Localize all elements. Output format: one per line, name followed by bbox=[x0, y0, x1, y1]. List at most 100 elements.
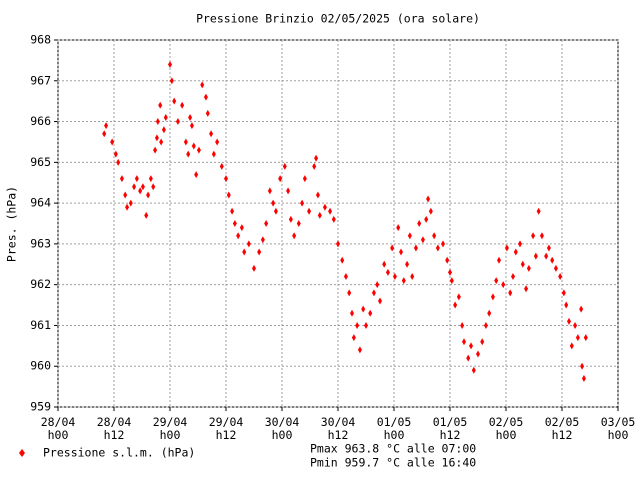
data-point bbox=[428, 207, 433, 215]
data-point bbox=[378, 297, 382, 305]
data-point bbox=[183, 138, 188, 146]
data-point bbox=[553, 264, 558, 272]
y-tick-label: 968 bbox=[30, 33, 51, 47]
x-tick-label-line: 02/05 bbox=[545, 415, 580, 429]
x-tick-label: 30/04 h00 bbox=[265, 415, 300, 442]
data-point bbox=[273, 207, 278, 215]
data-point bbox=[186, 150, 191, 158]
data-point bbox=[219, 162, 224, 170]
data-point bbox=[511, 273, 515, 281]
data-point bbox=[168, 60, 172, 68]
data-point bbox=[242, 248, 247, 256]
y-tick-label: 961 bbox=[30, 318, 51, 332]
data-point bbox=[469, 342, 473, 350]
data-point bbox=[449, 277, 454, 285]
data-point bbox=[396, 224, 401, 232]
data-point bbox=[420, 236, 425, 244]
data-point bbox=[497, 256, 501, 264]
x-tick-label-line: 28/04 bbox=[41, 415, 76, 429]
data-point bbox=[194, 171, 199, 179]
data-point bbox=[564, 301, 569, 309]
data-point bbox=[200, 81, 205, 89]
data-point bbox=[504, 244, 509, 252]
data-point bbox=[169, 77, 174, 85]
data-point bbox=[480, 338, 485, 346]
data-point bbox=[533, 252, 538, 260]
data-point bbox=[191, 142, 196, 150]
x-tick-label: 30/04 h12 bbox=[321, 415, 356, 442]
data-point bbox=[453, 301, 458, 309]
data-point bbox=[357, 346, 362, 354]
data-point bbox=[236, 232, 241, 240]
data-point bbox=[561, 289, 566, 297]
data-point bbox=[104, 122, 109, 130]
data-point bbox=[466, 354, 471, 362]
data-point bbox=[385, 268, 390, 276]
x-tick-label-line: 28/04 bbox=[97, 415, 132, 429]
data-point bbox=[113, 150, 118, 158]
data-point bbox=[526, 264, 531, 272]
x-tick-label: 28/04 h00 bbox=[41, 415, 76, 442]
data-point bbox=[471, 366, 476, 374]
data-point bbox=[426, 195, 431, 203]
x-tick-label-line: 29/04 bbox=[209, 415, 244, 429]
data-point bbox=[432, 232, 437, 240]
data-point bbox=[410, 273, 415, 281]
data-point bbox=[413, 244, 418, 252]
x-tick-label: 29/04 h00 bbox=[153, 415, 188, 442]
y-tick-label: 963 bbox=[30, 236, 51, 250]
data-point bbox=[257, 248, 262, 256]
data-point bbox=[188, 113, 193, 121]
y-tick-label: 967 bbox=[30, 73, 51, 87]
data-point bbox=[513, 248, 518, 256]
x-tick-label: 29/04 h12 bbox=[209, 415, 244, 442]
data-point bbox=[307, 207, 312, 215]
legend-label: Pressione s.l.m. (hPa) bbox=[43, 446, 195, 460]
data-point bbox=[441, 240, 445, 248]
data-point bbox=[487, 309, 492, 317]
data-point bbox=[483, 321, 488, 329]
data-point bbox=[163, 113, 168, 121]
data-point bbox=[140, 183, 145, 191]
y-axis-label: Pres. (hPa) bbox=[5, 186, 19, 262]
data-point bbox=[544, 252, 549, 260]
data-point bbox=[116, 158, 121, 166]
data-point bbox=[312, 162, 317, 170]
x-tick-label-line: h00 bbox=[160, 428, 181, 442]
x-tick-label-line: h00 bbox=[608, 428, 629, 442]
data-point bbox=[224, 175, 228, 183]
y-tick-label: 965 bbox=[30, 155, 51, 169]
x-tick-label-line: 02/05 bbox=[489, 415, 524, 429]
data-point bbox=[315, 191, 320, 199]
data-point bbox=[399, 248, 403, 256]
data-point bbox=[151, 183, 156, 191]
data-point bbox=[550, 256, 555, 264]
data-point bbox=[375, 281, 380, 289]
data-point bbox=[288, 215, 293, 223]
data-point bbox=[401, 277, 406, 285]
data-point bbox=[180, 101, 185, 109]
data-point bbox=[407, 232, 412, 240]
data-point bbox=[317, 211, 322, 219]
x-tick-label: 02/05 h00 bbox=[489, 415, 524, 442]
data-point bbox=[368, 309, 373, 317]
data-point bbox=[351, 334, 356, 342]
data-point bbox=[340, 256, 345, 264]
x-tick-label-line: 01/05 bbox=[377, 415, 412, 429]
data-point bbox=[350, 309, 354, 317]
x-tick-label-line: h00 bbox=[272, 428, 293, 442]
annotation: Pmin 959.7 °C alle 16:40 bbox=[310, 456, 476, 470]
data-point bbox=[175, 118, 180, 126]
x-tick-label: 02/05 h12 bbox=[545, 415, 580, 442]
data-point bbox=[128, 199, 133, 207]
x-tick-label: 03/05 h00 bbox=[601, 415, 636, 442]
data-point bbox=[575, 334, 580, 342]
data-point bbox=[361, 305, 366, 313]
data-point bbox=[382, 260, 387, 268]
plot-frame bbox=[57, 39, 619, 408]
x-tick-label-line: h12 bbox=[216, 428, 237, 442]
data-point bbox=[322, 203, 327, 211]
data-point bbox=[583, 334, 588, 342]
data-point bbox=[230, 207, 235, 215]
